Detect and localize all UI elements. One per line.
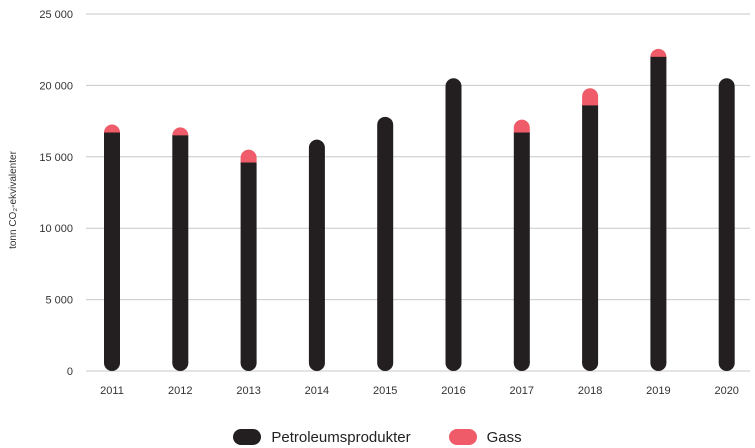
- bar-petroleumsprodukter-base: [172, 355, 189, 371]
- bar-petroleumsprodukter: [445, 78, 462, 371]
- bar-petroleumsprodukter: [513, 132, 530, 363]
- bar-petroleumsprodukter-base: [513, 355, 530, 371]
- x-tick-label: 2019: [646, 385, 670, 397]
- legend-label-gass: Gass: [486, 428, 522, 446]
- bar-petroleumsprodukter-base: [240, 355, 257, 371]
- bar-group-2018: [582, 88, 599, 371]
- bar-petroleumsprodukter: [104, 132, 120, 363]
- y-tick-label: 25 000: [39, 9, 73, 21]
- x-tick-label: 2018: [578, 385, 602, 397]
- y-tick-label: 10 000: [39, 223, 73, 235]
- legend-swatch-gass: [448, 429, 477, 445]
- x-tick-label: 2015: [373, 385, 397, 397]
- bar-petroleumsprodukter: [172, 135, 189, 363]
- y-tick-label: 15 000: [39, 152, 73, 164]
- bar-petroleumsprodukter: [377, 116, 394, 371]
- legend-item-petroleumsprodukter: Petroleumsprodukter: [233, 428, 411, 446]
- x-tick-label: 2013: [236, 385, 260, 397]
- x-tick-label: 2014: [305, 385, 329, 397]
- bar-petroleumsprodukter: [240, 162, 257, 363]
- bar-group-2020: [718, 78, 735, 371]
- bar-group-2012: [172, 127, 189, 371]
- legend-label-petroleumsprodukter: Petroleumsprodukter: [271, 428, 411, 446]
- x-tick-label: 2017: [510, 385, 534, 397]
- bars: [104, 48, 735, 371]
- bar-petroleumsprodukter: [650, 56, 667, 364]
- grid-lines: [86, 13, 750, 372]
- y-axis-label: tonn CO₂-ekvivalenter: [8, 150, 19, 248]
- bar-group-2016: [445, 78, 462, 371]
- legend-item-gass: Gass: [448, 428, 522, 446]
- bar-group-2017: [513, 119, 530, 371]
- bar-petroleumsprodukter: [718, 78, 735, 371]
- y-tick-label: 20 000: [39, 80, 73, 92]
- bar-petroleumsprodukter-base: [582, 355, 599, 371]
- bar-group-2015: [377, 116, 394, 371]
- bar-group-2011: [104, 124, 120, 371]
- bar-petroleumsprodukter: [582, 105, 599, 363]
- y-tick-label: 0: [67, 366, 73, 378]
- bar-group-2014: [308, 139, 325, 371]
- bar-group-2019: [650, 48, 667, 371]
- x-axis-ticks: 2011 2012 2013 2014 2015 2016 2017 2018 2019 2020: [100, 385, 739, 397]
- x-tick-label: 2020: [714, 385, 738, 397]
- y-axis-ticks: 0 5 000 10 000 15 000 20 000 25 000: [39, 9, 73, 378]
- bar-group-2013: [240, 149, 257, 371]
- x-tick-label: 2016: [441, 385, 465, 397]
- bar-petroleumsprodukter-base: [104, 355, 120, 371]
- bar-petroleumsprodukter-base: [650, 355, 667, 371]
- x-tick-label: 2012: [168, 385, 192, 397]
- legend-swatch-petroleumsprodukter: [233, 429, 262, 445]
- legend: Petroleumsprodukter Gass: [0, 426, 755, 448]
- y-tick-label: 5 000: [45, 295, 73, 307]
- x-tick-label: 2011: [100, 385, 124, 397]
- bar-petroleumsprodukter: [308, 139, 325, 371]
